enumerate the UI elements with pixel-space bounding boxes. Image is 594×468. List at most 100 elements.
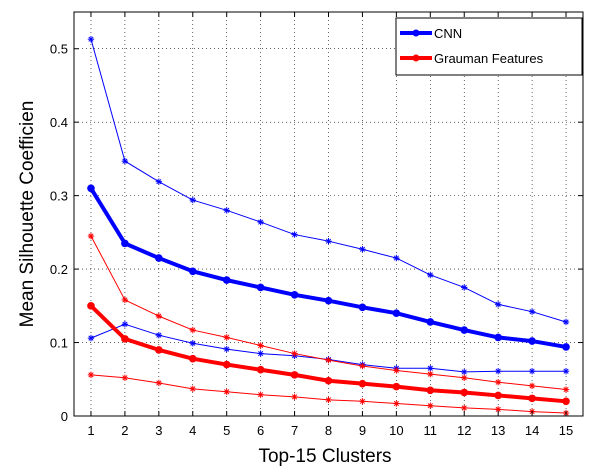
data-point-star — [359, 362, 366, 370]
data-point-star — [223, 388, 230, 395]
x-tick-label: 4 — [189, 423, 196, 438]
data-point — [121, 239, 129, 248]
y-tick-label: 0.2 — [50, 262, 68, 277]
data-point-star — [223, 334, 230, 341]
data-point-star — [461, 368, 468, 376]
data-point — [256, 283, 265, 292]
data-point-star — [562, 318, 570, 326]
x-tick-label: 11 — [424, 423, 438, 438]
data-point-star — [325, 396, 332, 404]
data-point-star — [325, 356, 332, 364]
legend-marker-cnn — [412, 29, 420, 37]
legend-marker-grauman — [412, 54, 420, 62]
legend-label-grauman: Grauman Features — [434, 51, 544, 66]
data-point-star — [528, 367, 536, 375]
data-point — [87, 184, 95, 193]
x-tick-label: 7 — [291, 423, 298, 438]
series-0-mean — [87, 184, 570, 351]
data-point — [426, 318, 435, 326]
data-point — [256, 365, 265, 374]
x-tick-label: 3 — [155, 423, 162, 438]
data-point-star — [189, 326, 196, 334]
data-point-star — [87, 35, 95, 43]
y-tick-label: 0.1 — [50, 336, 68, 351]
data-point — [222, 276, 231, 284]
data-point — [528, 394, 536, 403]
data-point-star — [223, 345, 230, 353]
data-point-star — [393, 367, 400, 374]
data-point-star — [461, 284, 468, 291]
data-point-star — [121, 157, 129, 165]
data-point-star — [257, 350, 264, 357]
data-point-star — [155, 332, 163, 339]
data-point — [188, 354, 197, 363]
data-point-star — [562, 386, 570, 393]
y-tick-labels: 0 0.1 0.2 0.3 0.4 0.5 — [50, 42, 68, 424]
data-point-star — [257, 218, 264, 226]
data-point-star — [291, 393, 298, 401]
data-point — [121, 335, 129, 343]
axis-ticks — [74, 12, 583, 417]
data-point — [324, 296, 333, 305]
data-point-star — [393, 400, 400, 407]
data-point-star — [427, 402, 434, 409]
data-point — [222, 360, 231, 369]
data-point-star — [494, 367, 502, 375]
data-point-star — [223, 207, 230, 214]
y-tick-label: 0 — [61, 409, 68, 424]
y-axis-title: Mean Silhouette Coefficien — [17, 101, 38, 328]
data-point-star — [494, 301, 502, 308]
data-point-star — [257, 342, 264, 349]
data-point — [460, 388, 469, 397]
y-tick-label: 0.4 — [50, 115, 68, 130]
data-point — [358, 379, 367, 388]
data-point-star — [291, 231, 298, 238]
data-point-star — [189, 340, 196, 347]
x-tick-label: 12 — [457, 423, 471, 438]
data-point-star — [87, 232, 95, 240]
data-point — [155, 346, 163, 354]
x-tick-labels: 1 2 3 4 5 6 7 8 9 10 11 12 13 14 15 — [87, 423, 573, 438]
data-point — [562, 397, 570, 406]
data-point-star — [155, 178, 163, 185]
data-point-star — [528, 308, 536, 315]
x-tick-label: 14 — [525, 423, 539, 438]
series-3-mean — [87, 302, 570, 406]
x-axis-title: Top-15 Clusters — [258, 446, 391, 467]
x-tick-label: 13 — [491, 423, 505, 438]
legend-label-cnn: CNN — [434, 26, 462, 41]
data-point — [188, 267, 197, 276]
x-tick-label: 9 — [359, 423, 366, 438]
data-point-star — [87, 371, 95, 379]
data-point — [494, 333, 502, 342]
legend: CNN Grauman Features — [395, 17, 583, 76]
x-tick-label: 2 — [121, 423, 128, 438]
data-point — [358, 303, 367, 312]
data-point-star — [461, 374, 468, 382]
x-tick-label: 6 — [257, 423, 264, 438]
data-point-star — [494, 379, 502, 386]
x-tick-label: 1 — [87, 423, 94, 438]
x-tick-label: 15 — [559, 423, 573, 438]
data-point — [426, 386, 435, 395]
data-point — [290, 371, 299, 379]
data-point-star — [189, 196, 196, 204]
y-tick-label: 0.5 — [50, 42, 68, 57]
series-lines — [87, 35, 570, 417]
data-point — [494, 391, 502, 400]
series-1-upper — [87, 35, 570, 326]
x-tick-label: 10 — [389, 423, 403, 438]
data-point-star — [257, 391, 264, 398]
data-point-star — [359, 246, 366, 253]
data-point — [392, 309, 401, 317]
data-point — [87, 302, 95, 310]
data-point — [155, 254, 163, 262]
data-point-star — [528, 382, 536, 390]
data-point-star — [155, 379, 163, 387]
y-tick-label: 0.3 — [50, 189, 68, 204]
data-point-star — [121, 296, 129, 304]
data-point-star — [427, 370, 434, 378]
data-point — [324, 376, 333, 385]
data-point — [290, 291, 299, 299]
